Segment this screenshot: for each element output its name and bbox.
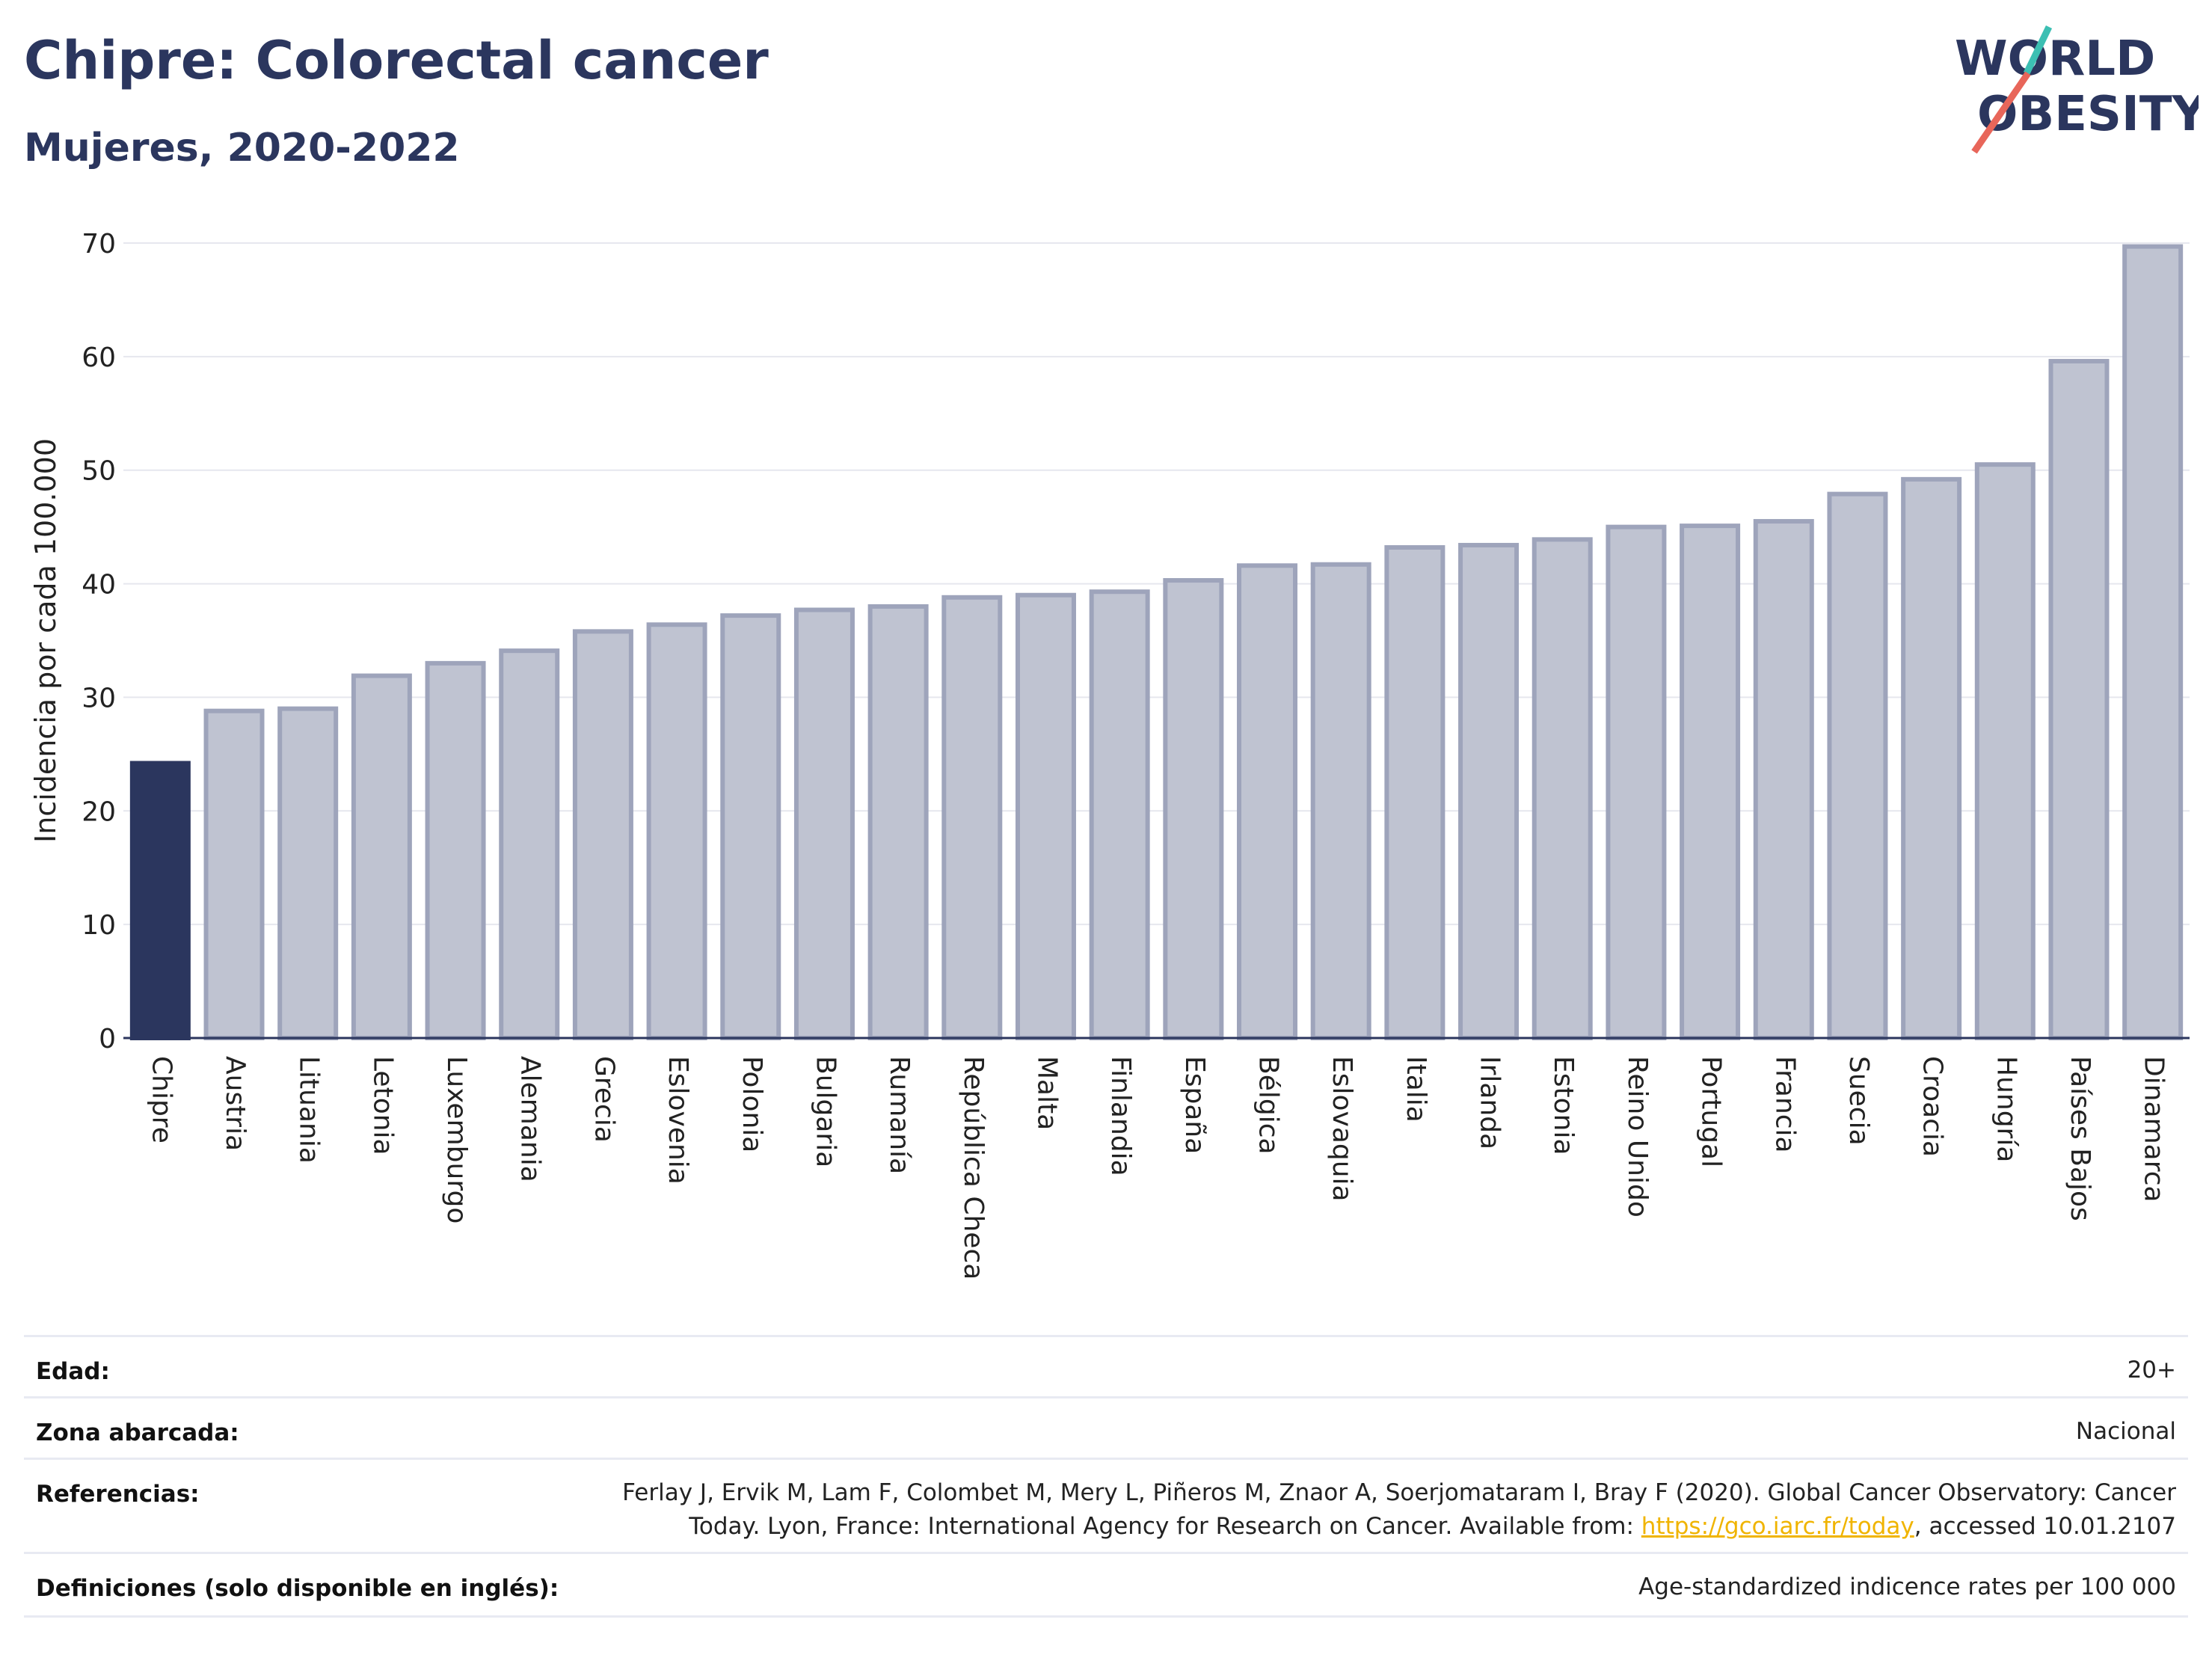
edad-value: 20+ — [2127, 1357, 2176, 1384]
meta-row-definiciones: Definiciones (solo disponible en inglés)… — [24, 1552, 2188, 1618]
x-tick-label: Lituania — [294, 1056, 325, 1164]
x-tick-label: Hungría — [1991, 1056, 2021, 1162]
bar-austria — [203, 708, 265, 1040]
bar-chipre — [129, 761, 191, 1041]
bar-rumanía — [867, 604, 929, 1040]
bar-finlandia — [1089, 589, 1150, 1040]
bar-portugal — [1680, 523, 1741, 1040]
x-tick-label: Bulgaria — [810, 1056, 841, 1167]
x-tick-label: Rumanía — [884, 1056, 915, 1174]
bar-letonia — [351, 673, 412, 1041]
bar-eslovaquia — [1310, 562, 1371, 1040]
bar-croacia — [1901, 476, 1962, 1040]
world-obesity-logo: WORLD OBESITY — [1955, 25, 2199, 154]
x-tick-label: Suecia — [1843, 1056, 1874, 1146]
x-tick-label: Austria — [220, 1056, 251, 1151]
x-tick-label: Irlanda — [1475, 1056, 1505, 1149]
y-tick-label: 20 — [82, 796, 116, 827]
definiciones-label: Definiciones (solo disponible en inglés)… — [36, 1575, 559, 1602]
y-tick-label: 60 — [82, 343, 116, 373]
x-tick-label: Reino Unido — [1622, 1056, 1653, 1218]
bar-alemania — [499, 648, 560, 1040]
meta-row-edad: Edad: 20+ — [24, 1335, 2188, 1398]
x-tick-label: Grecia — [589, 1056, 619, 1143]
chart-title: Chipre: Colorectal cancer — [24, 30, 769, 91]
bar-dinamarca — [2122, 244, 2184, 1041]
x-tick-label: Italia — [1401, 1056, 1431, 1123]
y-axis-ticks: 0 10 20 30 40 50 60 70 — [82, 229, 116, 1054]
bar-países-bajos — [2048, 358, 2110, 1040]
x-tick-label: Bélgica — [1253, 1056, 1284, 1155]
x-tick-label: Eslovenia — [663, 1056, 693, 1185]
bar-irlanda — [1458, 542, 1520, 1040]
referencias-text-pre: Today. Lyon, France: International Agenc… — [689, 1513, 1641, 1540]
y-axis-label: Incidencia por cada 100.000 — [29, 438, 62, 843]
bar-malta — [1015, 592, 1076, 1040]
bar-polonia — [720, 613, 781, 1040]
bar-bulgaria — [793, 607, 855, 1040]
definiciones-value: Age-standardized indicence rates per 100… — [1638, 1573, 2176, 1600]
bar-chart: 0 10 20 30 40 50 60 70 Chipre Austria Lituania Let… — [29, 229, 2190, 1280]
bar-hungría — [1974, 462, 2036, 1040]
logo-slash-teal — [2023, 25, 2053, 75]
x-tick-label: Luxemburgo — [441, 1056, 472, 1223]
x-tick-label: República Checa — [958, 1056, 989, 1280]
referencias-text-post: , accessed 10.01.2107 — [1914, 1513, 2176, 1540]
chart-subtitle: Mujeres, 2020-2022 — [24, 126, 460, 171]
x-tick-label: Portugal — [1696, 1056, 1727, 1167]
bars — [129, 244, 2184, 1041]
bar-reino-unido — [1606, 524, 1667, 1040]
bar-españa — [1163, 578, 1224, 1040]
y-tick-label: 50 — [82, 456, 116, 487]
x-tick-label: Finlandia — [1105, 1056, 1136, 1176]
x-tick-label: Eslovaquia — [1327, 1056, 1357, 1202]
zona-label: Zona abarcada: — [36, 1419, 239, 1446]
bar-estonia — [1531, 537, 1593, 1040]
bar-suecia — [1827, 491, 1888, 1040]
bar-eslovenia — [646, 622, 707, 1040]
y-tick-label: 30 — [82, 683, 116, 713]
zona-value: Nacional — [2075, 1418, 2176, 1445]
meta-row-zona: Zona abarcada: Nacional — [24, 1396, 2188, 1460]
bar-bélgica — [1237, 563, 1298, 1040]
bar-grecia — [572, 629, 633, 1040]
bar-república-checa — [941, 595, 1003, 1040]
y-tick-label: 10 — [82, 910, 116, 941]
x-tick-label: Francia — [1769, 1056, 1800, 1153]
x-tick-label: Polonia — [737, 1056, 767, 1152]
bar-italia — [1384, 544, 1446, 1040]
referencias-label: Referencias: — [36, 1481, 200, 1508]
x-tick-label: Letonia — [367, 1056, 398, 1155]
meta-row-referencias: Referencias: Ferlay J, Ervik M, Lam F, C… — [24, 1458, 2188, 1554]
x-tick-label: Malta — [1031, 1056, 1062, 1130]
gco-link[interactable]: https://gco.iarc.fr/today — [1641, 1513, 1914, 1540]
bar-lituania — [277, 706, 339, 1040]
x-tick-label: Croacia — [1917, 1056, 1948, 1157]
referencias-line-2: Today. Lyon, France: International Agenc… — [622, 1510, 2176, 1544]
y-tick-label: 70 — [82, 229, 116, 260]
metadata-table: Edad: 20+ Zona abarcada: Nacional Refere… — [24, 1335, 2188, 1619]
logo-world-text: WORLD — [1955, 31, 2155, 87]
x-tick-label: Estonia — [1548, 1056, 1579, 1155]
bar-luxemburgo — [425, 660, 486, 1040]
x-tick-label: Alemania — [515, 1056, 546, 1182]
y-tick-label: 40 — [82, 570, 116, 601]
edad-label: Edad: — [36, 1358, 110, 1385]
x-tick-label: Países Bajos — [2065, 1056, 2095, 1221]
x-axis-ticks: Chipre Austria Lituania Letonia Luxemburgo Al… — [146, 1056, 2169, 1280]
x-tick-label: Chipre — [146, 1056, 176, 1143]
x-tick-label: España — [1179, 1056, 1210, 1154]
bar-francia — [1753, 519, 1814, 1040]
referencias-line-1: Ferlay J, Ervik M, Lam F, Colombet M, Me… — [622, 1479, 2176, 1506]
referencias-value: Ferlay J, Ervik M, Lam F, Colombet M, Me… — [622, 1476, 2176, 1544]
y-tick-label: 0 — [99, 1024, 116, 1054]
logo-slash-red — [1971, 71, 2031, 154]
x-tick-label: Dinamarca — [2139, 1056, 2169, 1203]
